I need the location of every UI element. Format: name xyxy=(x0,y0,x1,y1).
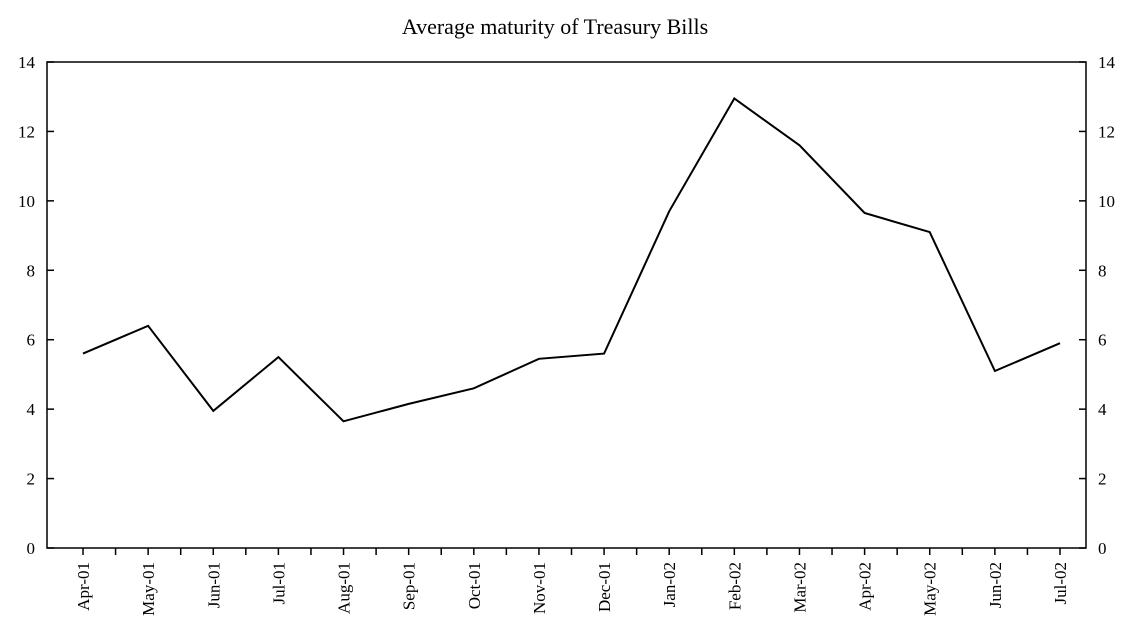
x-tick-label: Feb-02 xyxy=(725,562,744,610)
right-y-tick-label: 0 xyxy=(1098,539,1107,558)
right-y-tick-label: 12 xyxy=(1098,122,1115,141)
right-y-tick-label: 8 xyxy=(1098,261,1107,280)
right-y-axis: 0 2 4 6 8 10 12 14 xyxy=(1079,53,1116,558)
x-tick-label: Jul-02 xyxy=(1051,562,1070,605)
plot-frame xyxy=(46,61,1087,549)
right-y-tick-label: 14 xyxy=(1098,53,1116,72)
left-y-tick-label: 10 xyxy=(18,192,35,211)
x-tick-label: Sep-01 xyxy=(400,562,419,610)
left-y-tick-label: 12 xyxy=(18,122,35,141)
left-y-tick-label: 0 xyxy=(27,539,36,558)
left-y-tick-label: 8 xyxy=(27,261,36,280)
x-tick-label: May-02 xyxy=(921,562,940,616)
right-y-tick-label: 2 xyxy=(1098,470,1107,489)
right-y-tick-label: 10 xyxy=(1098,192,1115,211)
x-axis: Apr-01 May-01 Jun-01 Jul-01 Aug-01 Sep-01 Oct-… xyxy=(74,548,1070,616)
x-tick-label: Aug-01 xyxy=(335,562,354,614)
left-y-tick-label: 14 xyxy=(18,53,36,72)
x-tick-label: Jun-01 xyxy=(204,562,223,608)
x-tick-label: Dec-01 xyxy=(595,562,614,612)
left-y-tick-label: 2 xyxy=(27,470,36,489)
right-y-tick-label: 6 xyxy=(1098,331,1107,350)
left-y-axis: 0 2 4 6 8 10 12 14 xyxy=(18,53,54,558)
x-tick-label: May-01 xyxy=(139,562,158,616)
x-tick-label: Oct-01 xyxy=(465,562,484,609)
data-points xyxy=(82,98,1061,422)
right-y-tick-label: 4 xyxy=(1098,400,1107,419)
x-tick-label: Nov-01 xyxy=(530,562,549,614)
x-tick-label: Jun-02 xyxy=(986,562,1005,608)
x-tick-label: Jul-01 xyxy=(269,562,288,605)
x-tick-label: Mar-02 xyxy=(790,562,809,613)
left-y-tick-label: 6 xyxy=(27,331,36,350)
x-tick-label: Apr-01 xyxy=(74,562,93,611)
series-line xyxy=(82,97,1061,423)
x-tick-label: Apr-02 xyxy=(856,562,875,611)
x-tick-label: Jan-02 xyxy=(660,562,679,607)
left-y-tick-label: 4 xyxy=(27,400,36,419)
chart-title: Average maturity of Treasury Bills xyxy=(402,14,708,39)
